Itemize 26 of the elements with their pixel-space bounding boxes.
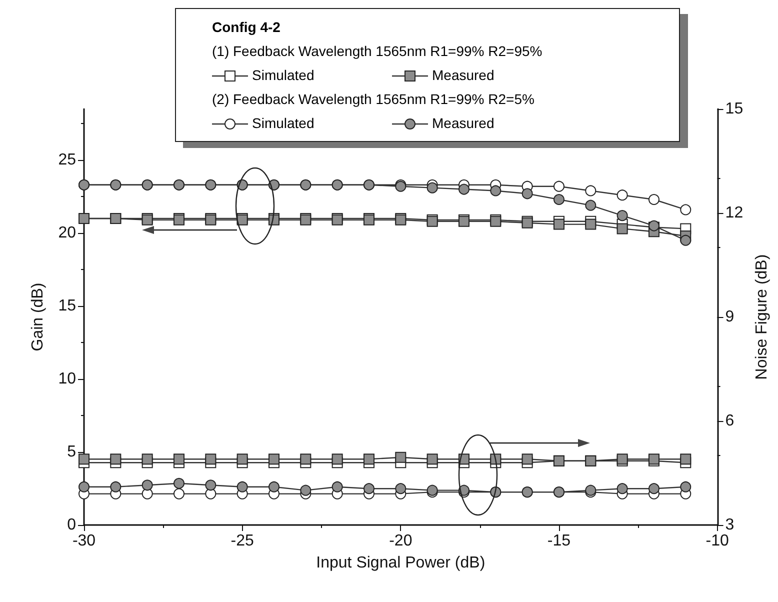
legend-label: Simulated [251,66,316,85]
y-tick-label: 15 [58,298,76,315]
y-tick-label: 20 [58,224,76,242]
x-tick-label: -10 [706,532,729,550]
y-axis-title: Gain (dB) [30,282,46,352]
y-tick-label: 10 [58,370,76,388]
y2-axis-title: Noise Figure (dB) [754,254,770,380]
text: (1) Feedback Wavelength 1565nm R1=99% R2=95% [212,43,542,59]
y-tick-label: 0 [67,516,76,534]
legend-title: Config 4-2 [212,18,282,37]
y-tick-label: 25 [58,152,76,169]
x-tick-label: -15 [547,532,571,550]
x-axis-title: Input Signal Power (dB) [316,554,486,572]
y2-tick-label: 6 [725,412,734,430]
y2-tick-label: 3 [725,516,734,534]
legend-label: Measured [431,114,496,133]
legend-label: Simulated [251,114,316,133]
y2-tick-label: 9 [725,308,734,326]
y2-tick-label: 15 [725,100,744,118]
legend-label: Measured [431,66,496,85]
x-tick-label: -20 [389,532,412,550]
text: (2) Feedback Wavelength 1565nm R1=99% R2=5% [212,91,534,107]
x-tick-label: -25 [230,532,254,550]
y-tick-label: 5 [67,444,76,461]
y2-tick-label: 12 [725,204,744,222]
x-tick-label: -30 [72,532,96,550]
